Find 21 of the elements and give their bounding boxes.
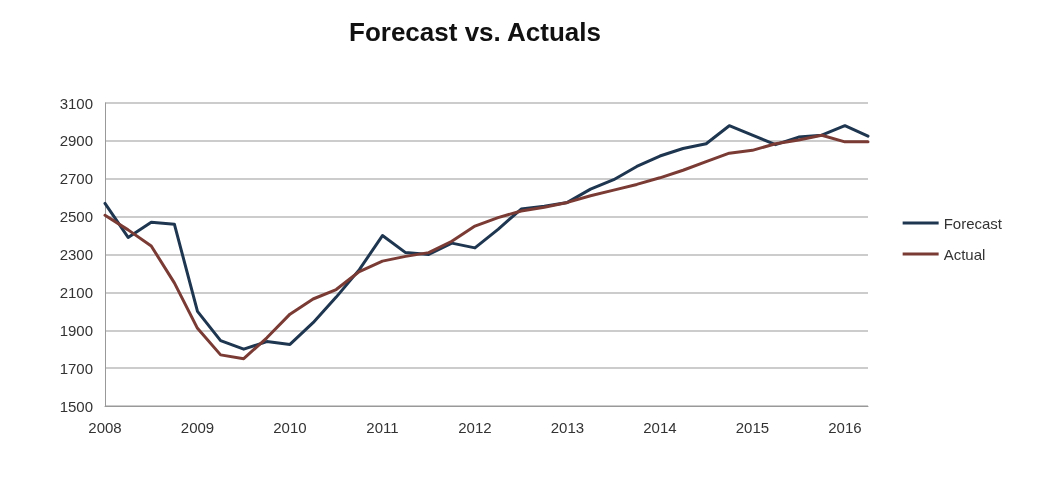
x-tick-label: 2013 xyxy=(550,419,585,436)
x-tick-label: 2009 xyxy=(180,419,215,436)
y-tick-label: 2100 xyxy=(59,283,93,301)
x-tick-label: 2012 xyxy=(458,419,492,436)
y-tick-label: 2500 xyxy=(59,208,93,226)
y-tick-label: 1500 xyxy=(59,397,93,415)
legend-label: Forecast xyxy=(943,214,1003,232)
legend-label: Actual xyxy=(943,245,986,263)
x-tick-label: 2014 xyxy=(643,419,677,436)
x-tick-label: 2008 xyxy=(88,419,122,436)
y-tick-label: 1900 xyxy=(59,321,93,339)
x-tick-label: 2016 xyxy=(828,419,862,436)
y-tick-label: 2300 xyxy=(59,246,93,263)
y-tick-label: 2700 xyxy=(59,170,93,188)
x-tick-label: 2015 xyxy=(735,419,770,436)
chart-title: Forecast vs. Actuals xyxy=(349,17,601,47)
y-tick-label: 3100 xyxy=(59,94,93,112)
x-tick-label: 2010 xyxy=(273,419,307,436)
y-tick-label: 2900 xyxy=(59,132,93,150)
y-tick-label: 1700 xyxy=(59,359,93,377)
x-tick-label: 2011 xyxy=(366,419,399,436)
